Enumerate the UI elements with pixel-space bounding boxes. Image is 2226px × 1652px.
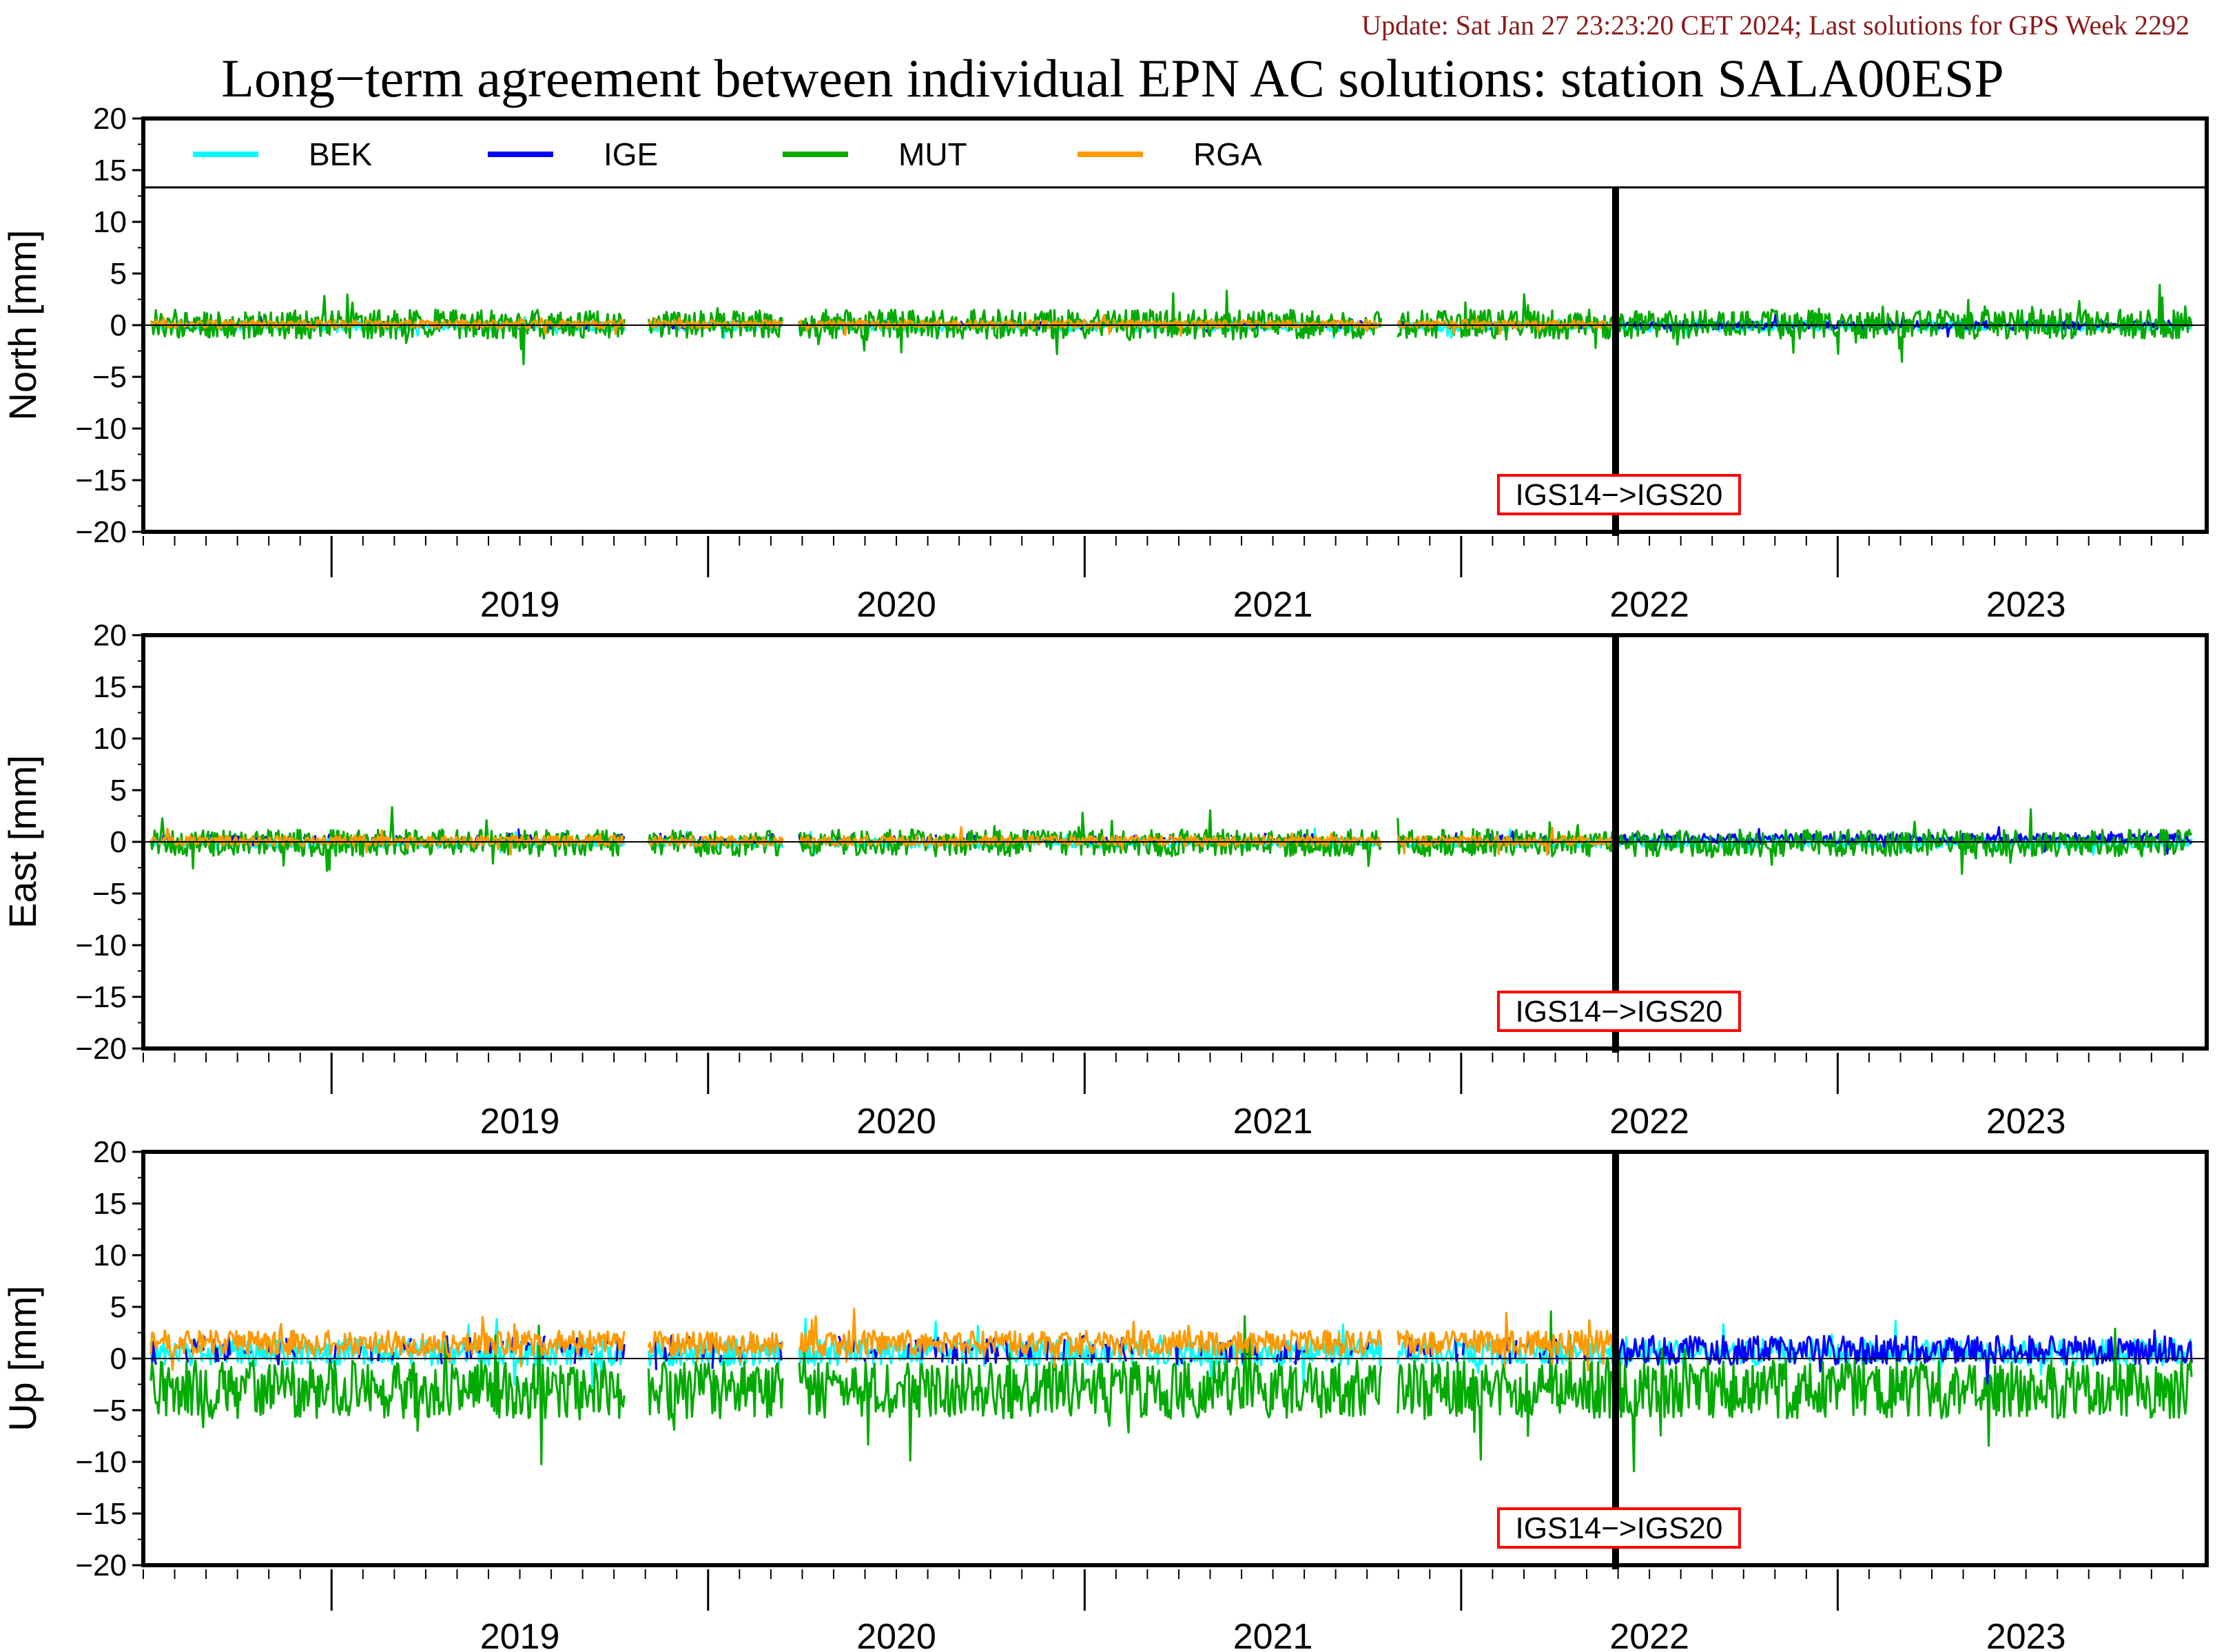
y-tick-label: −5 (92, 877, 127, 911)
legend-background (145, 121, 2205, 187)
frame-change-label: IGS14−>IGS20 (1516, 995, 1723, 1029)
y-tick-label: −20 (75, 1549, 127, 1582)
y-tick-label: 5 (110, 257, 127, 291)
frame-change-label-box (1496, 991, 1741, 1032)
frame-change-label: IGS14−>IGS20 (1516, 478, 1723, 512)
x-year-label: 2022 (1609, 585, 1689, 625)
x-year-label: 2023 (1986, 585, 2066, 625)
y-tick-label: −15 (75, 980, 127, 1014)
y-tick-label: 5 (110, 774, 127, 807)
x-year-label: 2020 (856, 1617, 936, 1652)
series-group-east (150, 806, 2193, 875)
y-tick-label: −20 (75, 515, 127, 549)
series-line-rga (150, 825, 1616, 856)
x-year-label: 2020 (856, 585, 936, 625)
series-line-rga (150, 1308, 1616, 1372)
x-year-label: 2022 (1609, 1102, 1689, 1142)
y-tick-label: 0 (110, 309, 127, 342)
x-year-label: 2023 (1986, 1102, 2066, 1142)
y-tick-label: 0 (110, 825, 127, 859)
chart-title: Long−term agreement between individual E… (221, 48, 2003, 108)
y-tick-label: 15 (93, 1187, 127, 1221)
y-tick-label: 20 (93, 102, 127, 136)
y-tick-label: −10 (75, 1445, 127, 1479)
legend-label-ige: IGE (604, 136, 658, 172)
x-year-label: 2022 (1609, 1617, 1689, 1652)
panel-north: IGS14−>IGS20 20 15 10 5 0 −5 −10 −15 −20 North [mm… (1, 102, 2209, 625)
series-group-north (150, 284, 2193, 366)
legend-label-mut: MUT (898, 136, 967, 172)
frame-change-label: IGS14−>IGS20 (1516, 1511, 1723, 1545)
y-tick-label: −10 (75, 412, 127, 446)
x-year-label: 2021 (1233, 585, 1313, 625)
frame-change-label-box (1496, 1507, 1741, 1549)
y-tick-label: −20 (75, 1032, 127, 1066)
panel-up: IGS14−>IGS20 20 15 10 5 0 −5 −10 −15 −20 Up [mm] 20… (1, 1135, 2209, 1652)
y-axis-title: North [mm] (1, 230, 44, 421)
x-year-label: 2020 (856, 1102, 936, 1142)
x-year-label: 2021 (1233, 1102, 1313, 1142)
y-tick-label: 10 (93, 722, 127, 756)
y-tick-label: 10 (93, 1239, 127, 1272)
y-tick-label: −5 (92, 1394, 127, 1427)
x-year-label: 2019 (480, 1617, 560, 1652)
update-timestamp: Update: Sat Jan 27 23:23:20 CET 2024; La… (1361, 10, 2189, 41)
plot-frame-overlay (141, 116, 2209, 534)
y-tick-label: 15 (93, 670, 127, 704)
y-tick-label: 20 (93, 1135, 127, 1169)
y-tick-label: 20 (93, 619, 127, 652)
y-tick-label: 10 (93, 205, 127, 239)
legend-label-rga: RGA (1193, 136, 1262, 172)
x-year-label: 2019 (480, 1102, 560, 1142)
y-tick-label: 0 (110, 1342, 127, 1376)
y-tick-label: 15 (93, 154, 127, 187)
y-tick-label: −5 (92, 360, 127, 394)
y-tick-label: −15 (75, 1497, 127, 1531)
panel-east: IGS14−>IGS20 20 15 10 5 0 −5 −10 −15 −20 East [mm]… (1, 619, 2209, 1142)
y-axis-title: East [mm] (1, 755, 44, 929)
series-line-mut (150, 1310, 2193, 1472)
y-tick-label: 5 (110, 1290, 127, 1324)
series-group-up (150, 1308, 2193, 1472)
x-year-label: 2019 (480, 585, 560, 625)
x-year-label: 2023 (1986, 1617, 2066, 1652)
frame-change-label-box (1496, 474, 1741, 515)
y-tick-label: −15 (75, 464, 127, 497)
legend-label-bek: BEK (309, 136, 372, 172)
y-tick-label: −10 (75, 929, 127, 962)
x-year-label: 2021 (1233, 1617, 1313, 1652)
y-axis-title: Up [mm] (1, 1286, 44, 1432)
